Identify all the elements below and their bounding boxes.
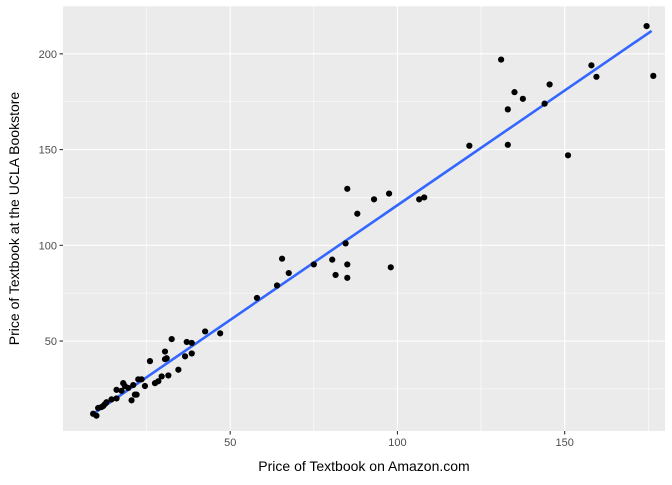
data-point — [310, 261, 317, 268]
data-point — [370, 196, 378, 203]
data-point — [344, 185, 351, 192]
data-point — [113, 386, 120, 393]
data-point — [93, 412, 100, 419]
data-point — [183, 338, 190, 346]
plot-panel — [63, 6, 665, 431]
data-point — [175, 366, 182, 373]
data-point — [202, 328, 209, 335]
data-point — [128, 397, 135, 404]
data-point — [161, 348, 169, 355]
data-point — [113, 395, 120, 402]
x-tick-label: 50 — [224, 437, 236, 449]
data-point — [564, 152, 572, 159]
data-point — [588, 62, 595, 69]
points-layer — [90, 23, 657, 419]
data-point — [650, 72, 657, 79]
data-point — [146, 358, 154, 365]
regression-line — [94, 29, 653, 414]
grid-layer — [63, 5, 665, 431]
y-tick-label: 100 — [39, 240, 57, 252]
data-point — [188, 350, 195, 357]
data-point — [217, 330, 224, 337]
data-point — [354, 210, 361, 217]
data-point — [504, 141, 511, 148]
data-point — [188, 339, 195, 347]
data-point — [344, 261, 351, 268]
data-point — [158, 373, 165, 380]
data-point — [416, 196, 423, 203]
x-tick-label: 100 — [388, 437, 406, 449]
x-axis-title: Price of Textbook on Amazon.com — [258, 458, 469, 474]
y-tick-label: 50 — [45, 336, 57, 348]
data-point — [253, 294, 261, 302]
data-point — [643, 23, 650, 30]
data-point — [511, 89, 518, 96]
data-point — [519, 95, 526, 102]
y-tick-label: 150 — [39, 145, 57, 157]
data-point — [593, 73, 600, 80]
data-point — [329, 256, 336, 263]
data-point — [181, 353, 189, 360]
data-point — [118, 387, 125, 394]
data-point — [546, 81, 553, 88]
axis-layer: 50 100 150 50 100 150 200 — [39, 49, 574, 449]
data-point — [332, 271, 339, 279]
data-point — [141, 382, 149, 390]
data-point — [163, 355, 170, 362]
data-point — [342, 240, 349, 247]
data-point — [387, 264, 394, 271]
data-point — [278, 255, 286, 262]
data-point — [421, 194, 428, 201]
data-point — [138, 376, 145, 383]
data-point — [130, 381, 137, 389]
data-point — [155, 378, 162, 385]
data-point — [504, 106, 511, 113]
data-point — [285, 269, 292, 277]
data-point — [165, 372, 172, 379]
y-axis-title: Price of Textbook at the UCLA Bookstore — [6, 92, 22, 346]
data-point — [466, 142, 473, 149]
data-point — [385, 190, 393, 197]
fit-layer — [94, 29, 653, 414]
y-tick-label: 200 — [39, 49, 57, 61]
data-point — [133, 391, 140, 398]
x-tick-label: 150 — [555, 437, 573, 449]
data-point — [498, 56, 505, 63]
data-point — [125, 384, 132, 392]
data-point — [103, 399, 110, 406]
data-point — [108, 396, 115, 403]
data-point — [344, 274, 351, 281]
data-point — [541, 100, 548, 107]
data-point — [168, 336, 175, 343]
data-point — [273, 282, 281, 289]
